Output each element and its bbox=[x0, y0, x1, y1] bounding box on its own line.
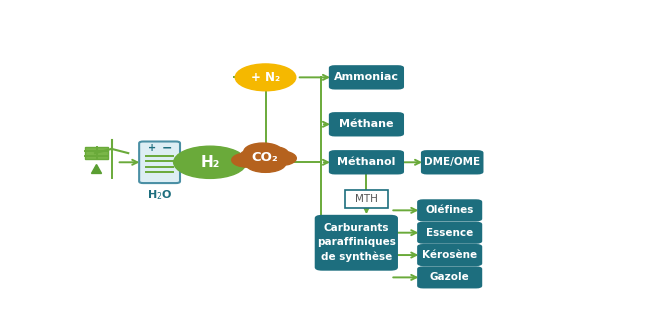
Text: H$_2$O: H$_2$O bbox=[147, 188, 173, 202]
Circle shape bbox=[174, 146, 246, 178]
Text: +: + bbox=[148, 143, 157, 153]
Text: MTH: MTH bbox=[355, 194, 378, 204]
Circle shape bbox=[245, 154, 286, 172]
Text: Méthane: Méthane bbox=[339, 119, 394, 129]
FancyBboxPatch shape bbox=[417, 222, 482, 244]
FancyBboxPatch shape bbox=[417, 199, 482, 221]
Circle shape bbox=[258, 147, 288, 160]
Text: H₂: H₂ bbox=[201, 155, 220, 170]
FancyBboxPatch shape bbox=[421, 150, 484, 174]
Text: + N₂: + N₂ bbox=[251, 71, 280, 84]
Text: DME/OME: DME/OME bbox=[424, 157, 480, 167]
FancyBboxPatch shape bbox=[417, 266, 482, 288]
Text: Kérosène: Kérosène bbox=[422, 250, 477, 260]
Circle shape bbox=[235, 64, 296, 91]
Text: Gazole: Gazole bbox=[430, 272, 469, 282]
FancyBboxPatch shape bbox=[329, 65, 404, 90]
FancyBboxPatch shape bbox=[329, 150, 404, 174]
Text: Essence: Essence bbox=[426, 228, 473, 238]
FancyBboxPatch shape bbox=[417, 244, 482, 266]
FancyBboxPatch shape bbox=[85, 147, 108, 159]
Circle shape bbox=[240, 149, 271, 162]
Polygon shape bbox=[91, 165, 102, 174]
FancyBboxPatch shape bbox=[345, 191, 387, 208]
FancyBboxPatch shape bbox=[139, 141, 180, 183]
Text: Méthanol: Méthanol bbox=[337, 157, 396, 167]
Circle shape bbox=[232, 153, 264, 167]
Text: Oléfines: Oléfines bbox=[426, 205, 474, 215]
Text: Carburants
paraffiniques
de synthèse: Carburants paraffiniques de synthèse bbox=[317, 223, 396, 262]
Text: Ammoniac: Ammoniac bbox=[334, 72, 399, 82]
Text: CO₂: CO₂ bbox=[251, 151, 278, 164]
FancyBboxPatch shape bbox=[329, 112, 404, 136]
Circle shape bbox=[263, 151, 296, 166]
Circle shape bbox=[244, 143, 282, 160]
Text: −: − bbox=[161, 142, 172, 155]
FancyBboxPatch shape bbox=[314, 215, 398, 271]
